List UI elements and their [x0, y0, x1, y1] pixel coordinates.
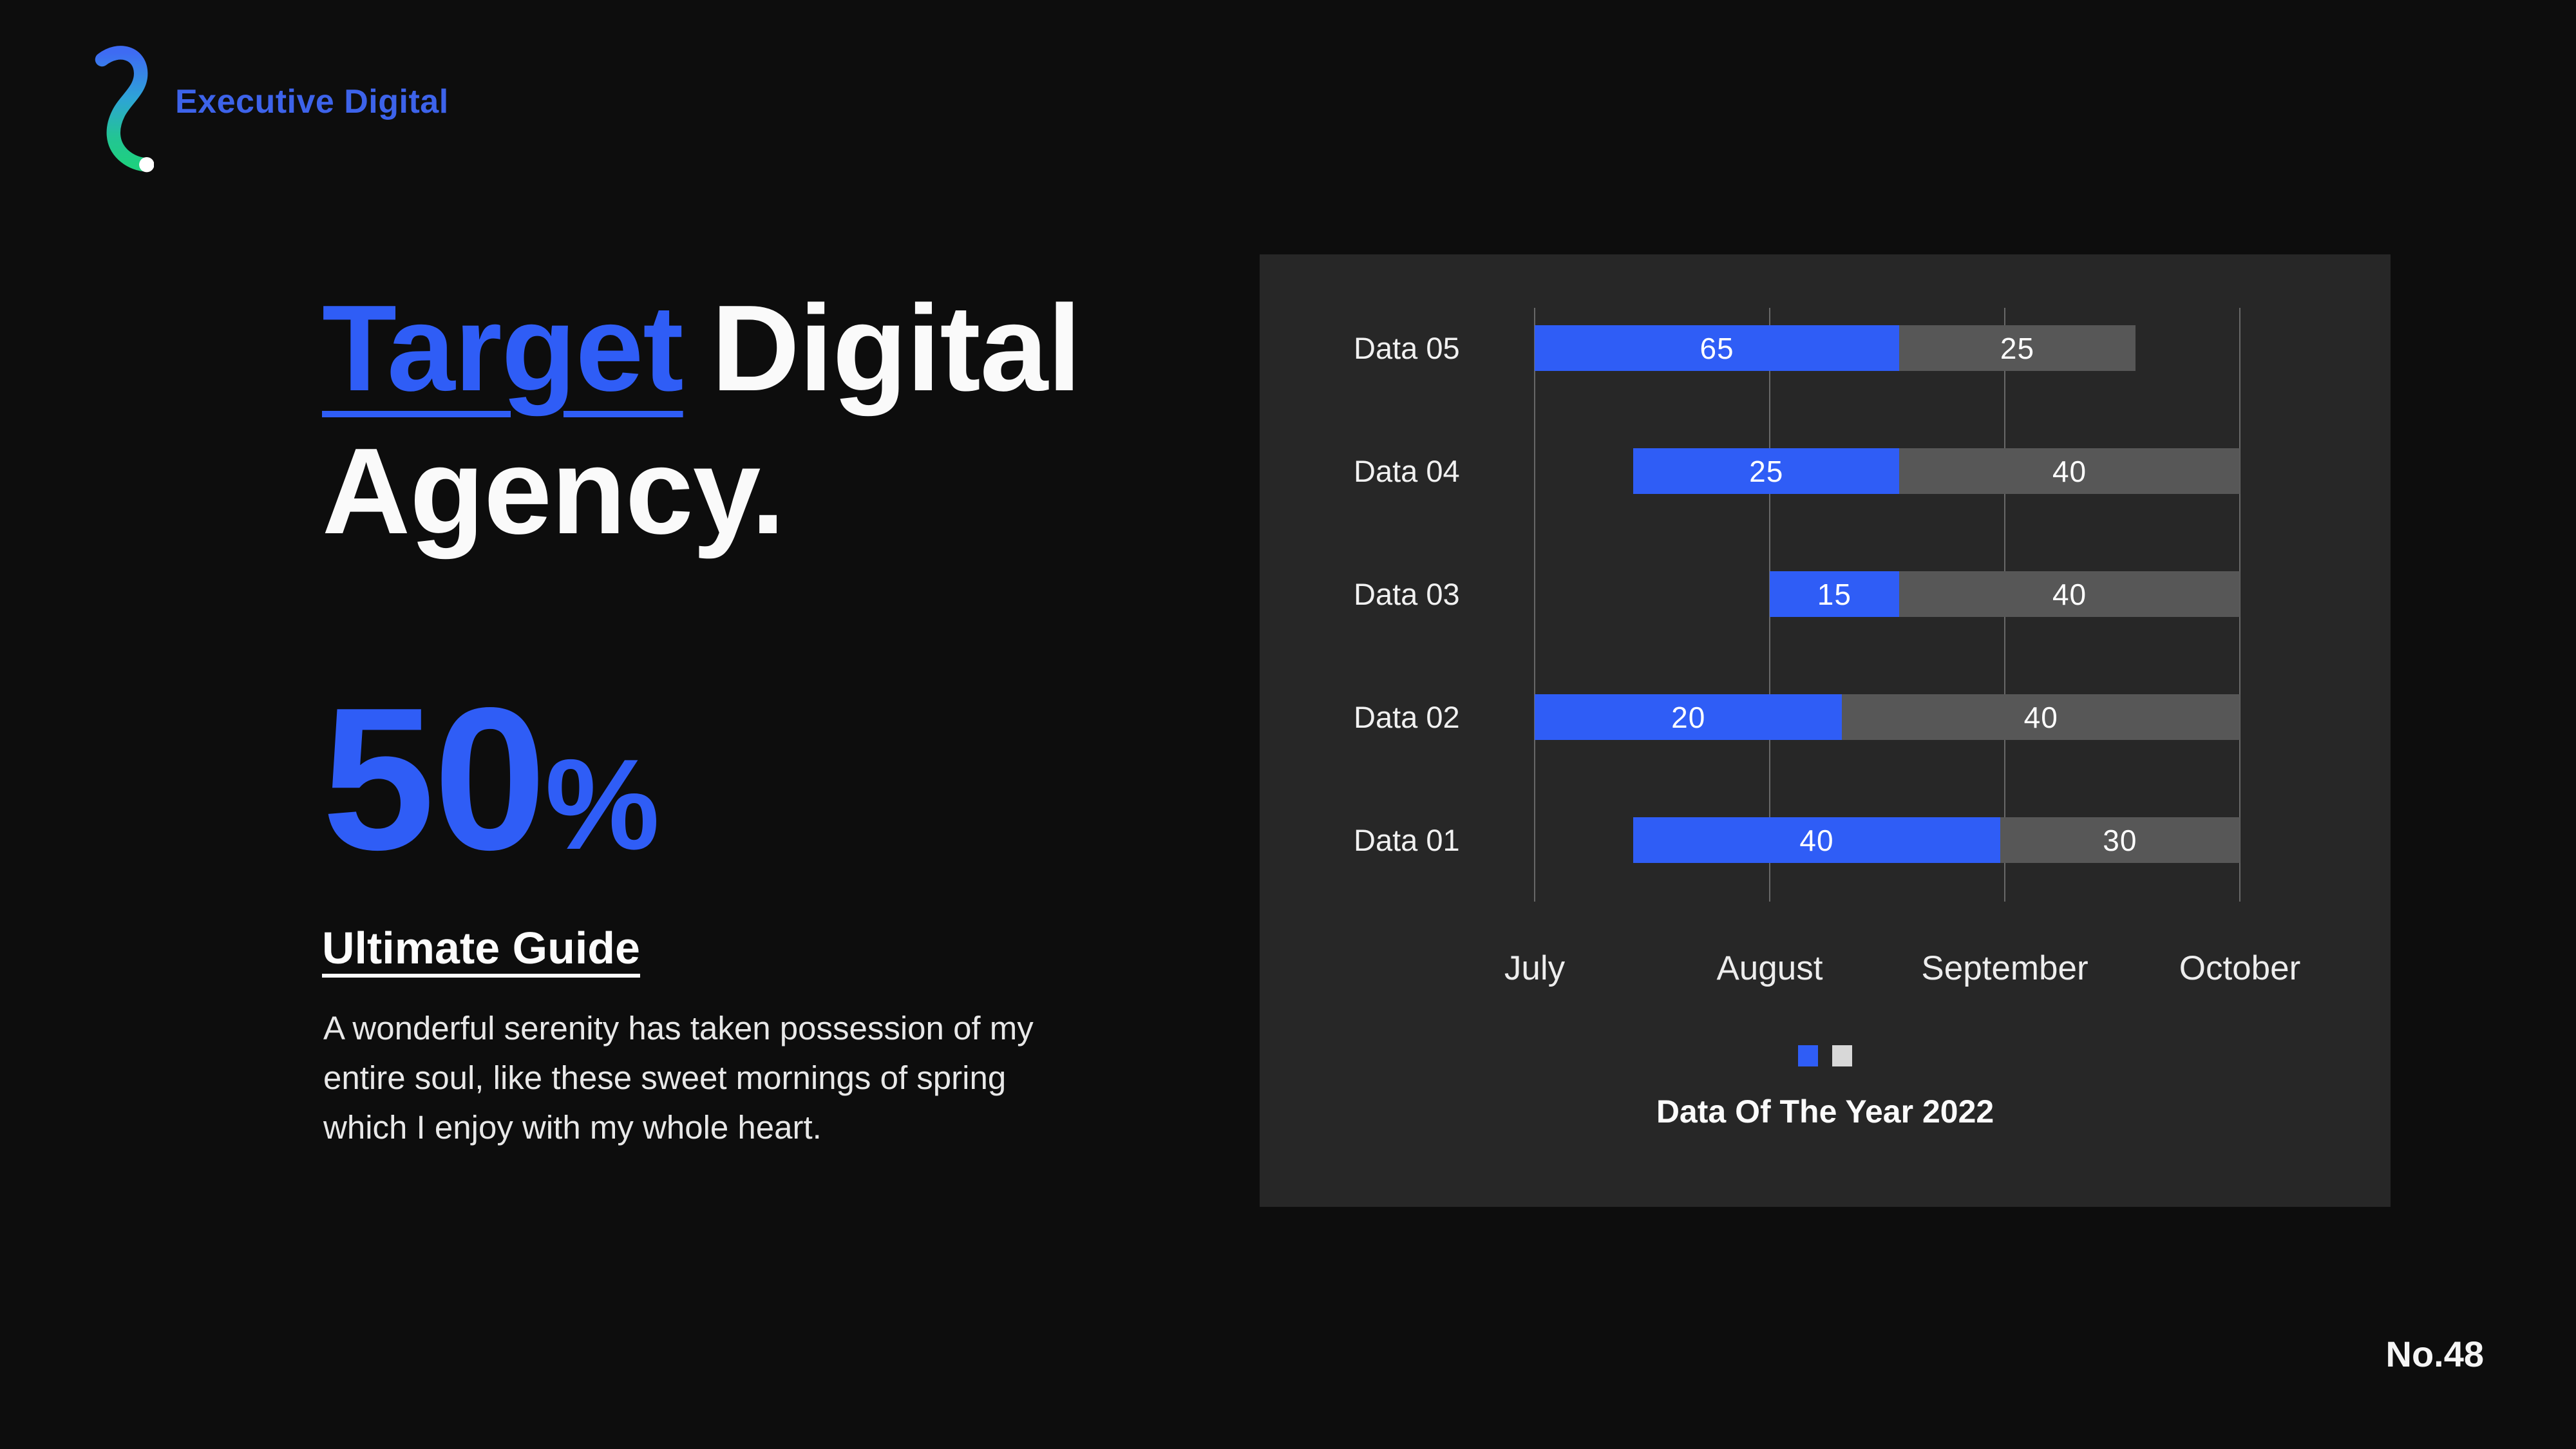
page-title: Target Digital Agency.	[322, 277, 1288, 563]
bar-value-label: 20	[1671, 700, 1706, 734]
chart-category-labels: Data 05 Data 04 Data 03 Data 02 Data 01	[1354, 308, 1534, 902]
bar-value-label: 65	[1700, 331, 1734, 365]
chart-legend	[1260, 1045, 2391, 1066]
bar-row: 40 30	[1535, 817, 2240, 863]
legend-swatch-white	[1832, 1045, 1852, 1066]
stat-value: 50	[322, 665, 546, 892]
body-paragraph: A wonderful serenity has taken possessio…	[323, 1010, 1034, 1146]
bar-segment-blue: 25	[1633, 448, 1900, 494]
bar-row: 15 40	[1535, 571, 2240, 617]
month-label: July	[1504, 949, 1566, 987]
bar-segment-blue: 20	[1535, 694, 1842, 740]
category-label: Data 01	[1354, 823, 1460, 857]
bar-value-label: 25	[2000, 331, 2035, 365]
chart-panel: Data 05 Data 04 Data 03 Data 02 Data 01 July…	[1260, 254, 2391, 1207]
bar-segment-gray: 40	[1899, 571, 2240, 617]
category-label: Data 03	[1354, 577, 1460, 611]
bar-row: 65 25	[1535, 325, 2240, 371]
category-label: Data 02	[1354, 700, 1460, 734]
gridline	[2239, 308, 2240, 902]
bar-segment-gray: 40	[1899, 448, 2240, 494]
bar-value-label: 40	[2052, 577, 2087, 611]
bar-segment-gray: 40	[1842, 694, 2240, 740]
bar-segment-blue: 40	[1633, 817, 2000, 863]
chart-title: Data Of The Year 2022	[1656, 1094, 1994, 1130]
bar-row: 25 40	[1535, 448, 2240, 494]
bar-row: 20 40	[1535, 694, 2240, 740]
stat-unit: %	[545, 733, 660, 876]
page-title-highlight: Target	[322, 280, 684, 417]
logo-squiggle-icon	[95, 46, 154, 173]
bar-segment-blue: 65	[1535, 325, 1900, 371]
gridline	[1534, 308, 1535, 902]
month-label: October	[2179, 949, 2301, 987]
legend-swatch-blue	[1798, 1045, 1818, 1066]
category-label: Data 05	[1354, 331, 1460, 365]
bar-segment-gray: 30	[2000, 817, 2240, 863]
bar-value-label: 40	[2023, 700, 2058, 734]
page-title-line2: Agency.	[322, 423, 785, 560]
bar-segment-blue: 15	[1769, 571, 1900, 617]
month-label: August	[1716, 949, 1823, 987]
logo-white-dot	[139, 156, 154, 173]
chart-plot: July August September October 65 25 25 40 15 40 20…	[1504, 308, 2300, 987]
bar-segment-gray: 25	[1899, 325, 2136, 371]
subtitle: Ultimate Guide	[322, 923, 640, 973]
bar-value-label: 15	[1817, 577, 1852, 611]
page-title-rest: Digital	[711, 280, 1082, 417]
bar-value-label: 30	[2103, 823, 2137, 857]
category-label: Data 04	[1354, 454, 1460, 488]
bar-value-label: 40	[1799, 823, 1834, 857]
bar-value-label: 40	[2052, 454, 2087, 488]
stat-block: 50%	[322, 677, 659, 947]
bar-value-label: 25	[1749, 454, 1784, 488]
page-number: No.48	[2385, 1334, 2485, 1374]
month-label: September	[1921, 949, 2088, 987]
brand-name: Executive Digital	[175, 83, 449, 120]
